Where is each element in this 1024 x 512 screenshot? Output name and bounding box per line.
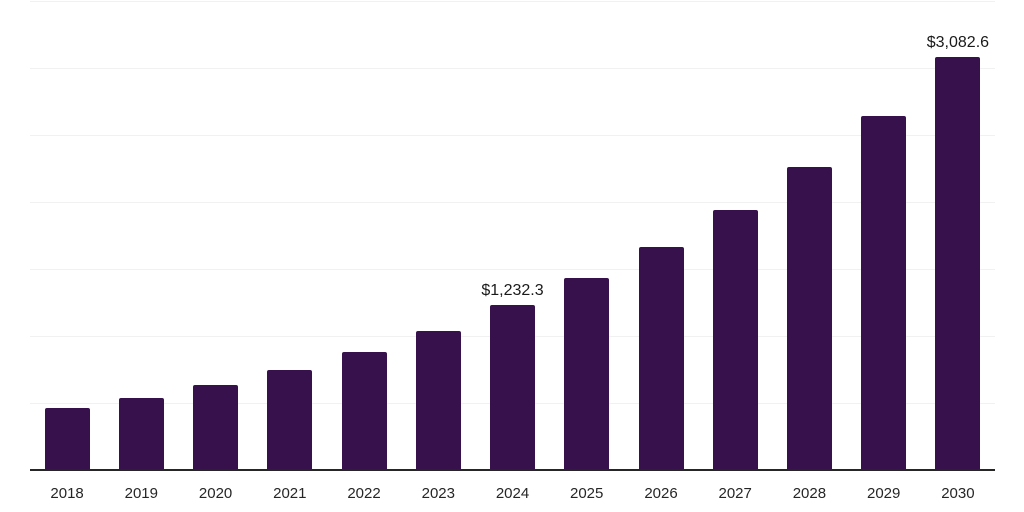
x-tick-label-2026: 2026: [644, 485, 678, 502]
x-tick-label-2030: 2030: [941, 485, 975, 502]
gridline: [30, 269, 995, 270]
x-tick-label-2029: 2029: [867, 485, 901, 502]
x-tick-label-2019: 2019: [124, 485, 158, 502]
bar-2024: [490, 304, 535, 470]
data-label-2030: $3,082.6: [926, 33, 990, 51]
x-tick-label-2023: 2023: [421, 485, 455, 502]
bar-2020: [193, 385, 239, 470]
bar-2030: [935, 56, 981, 470]
bar-2029: [861, 116, 907, 470]
bar-2025: [564, 278, 610, 470]
bar-2021: [267, 370, 313, 470]
bar-2027: [712, 210, 758, 470]
bar-2022: [341, 352, 387, 470]
gridline: [30, 135, 995, 136]
bar-2026: [638, 247, 684, 470]
x-tick-label-2020: 2020: [198, 485, 233, 502]
bar-2028: [786, 167, 832, 470]
x-tick-label-2028: 2028: [792, 485, 827, 502]
bar-2018: [44, 408, 90, 470]
x-tick-label-2021: 2021: [273, 485, 307, 502]
x-tick-label-2022: 2022: [347, 485, 381, 502]
x-tick-label-2025: 2025: [570, 485, 604, 502]
gridline: [30, 202, 995, 203]
data-label-2024: $1,232.3: [481, 281, 544, 299]
x-tick-label-2018: 2018: [50, 485, 84, 502]
x-axis-line: [30, 469, 995, 471]
gridline: [30, 68, 995, 69]
bar-2023: [415, 330, 461, 470]
x-tick-label-2027: 2027: [718, 485, 752, 502]
gridline: [30, 1, 995, 2]
bar-2019: [118, 398, 164, 470]
x-tick-label-2024: 2024: [495, 485, 530, 502]
